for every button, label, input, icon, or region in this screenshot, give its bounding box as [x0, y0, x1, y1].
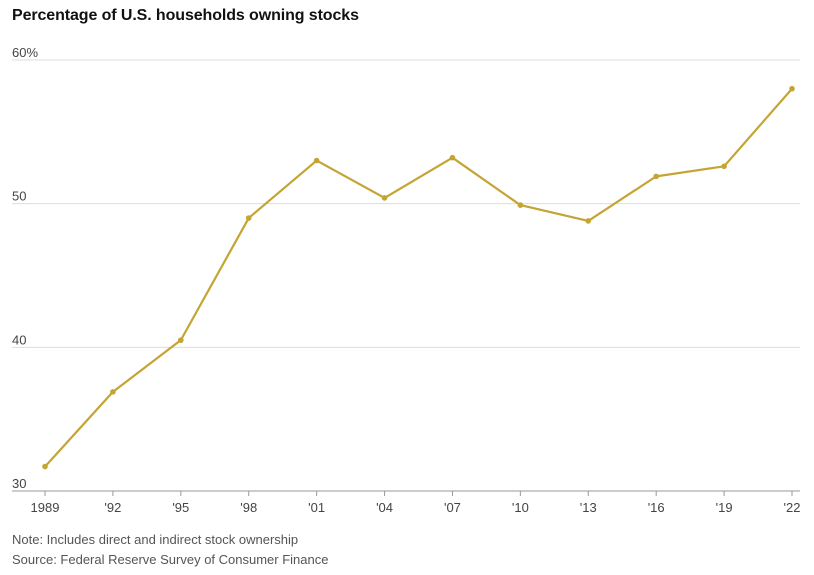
- data-point: [42, 463, 48, 470]
- x-tick-label: '13: [580, 500, 597, 515]
- x-tick-label: '95: [172, 500, 189, 515]
- chart-note: Note: Includes direct and indirect stock…: [12, 532, 299, 547]
- data-point: [313, 157, 320, 164]
- x-axis: 1989 '92 '95 '98 '01 '04 '07 '10 '13 '16 '19 '22: [12, 490, 801, 515]
- series-line: [44, 88, 793, 468]
- y-tick-label: 50: [12, 189, 26, 204]
- x-tick-label: '01: [308, 500, 325, 515]
- data-point: [245, 215, 252, 221]
- y-tick-label: 40: [12, 332, 26, 347]
- x-tick-label: '98: [240, 500, 257, 515]
- y-axis-labels: 30 40 50 60%: [12, 45, 38, 491]
- x-tick-label: '19: [716, 500, 733, 515]
- data-point: [110, 389, 116, 395]
- data-point: [517, 202, 524, 208]
- chart-title: Percentage of U.S. households owning sto…: [12, 7, 359, 24]
- data-point: [789, 85, 795, 92]
- x-tick-label: '92: [104, 500, 121, 515]
- x-tick-label: '22: [784, 500, 801, 515]
- data-point: [653, 173, 659, 180]
- x-tick-label: '16: [648, 500, 665, 515]
- data-point: [449, 154, 456, 161]
- data-point: [585, 218, 592, 224]
- chart-source: Source: Federal Reserve Survey of Consum…: [12, 552, 329, 567]
- data-point: [381, 195, 388, 201]
- y-tick-label: 60%: [12, 45, 38, 60]
- y-tick-label: 30: [12, 476, 26, 491]
- data-series: [42, 85, 795, 470]
- x-tick-label: '04: [376, 500, 393, 515]
- gridlines: [12, 59, 800, 348]
- data-point: [721, 163, 727, 170]
- x-tick-label: '07: [444, 500, 461, 515]
- data-point: [178, 337, 184, 343]
- x-tick-label: '10: [512, 500, 529, 515]
- x-tick-label: 1989: [31, 500, 60, 515]
